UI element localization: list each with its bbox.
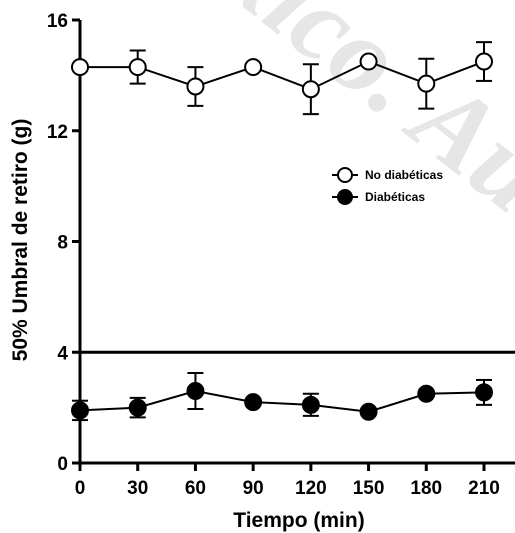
data-point [244,393,263,412]
y-tick-label: 0 [57,454,68,475]
x-axis-title: Tiempo (min) [233,509,364,532]
y-tick-label: 12 [47,122,68,143]
data-point [475,383,493,402]
data-point [417,384,436,403]
x-tick-label: 150 [353,478,385,499]
y-tick-label: 4 [57,343,68,364]
y-tick-label: 16 [47,11,68,32]
data-point [128,398,147,417]
data-point [244,58,263,77]
series-line [79,389,485,413]
x-tick-label: 60 [185,478,206,499]
data-point [301,395,320,414]
series-group [71,41,493,422]
y-tick-label: 8 [57,233,68,254]
data-point [71,401,89,420]
y-axis-title: 50% Umbral de retiro (g) [9,119,32,362]
data-point [128,58,147,77]
data-point [359,52,378,71]
axes: 0 4 8 12 16 0 30 60 90 120 150 180 210 [47,11,515,499]
x-tick-label: 30 [127,478,148,499]
watermark-text: exico. Autónoma [162,0,515,446]
x-tick-label: 210 [468,478,500,499]
data-point [301,80,320,99]
series-line [80,60,485,91]
x-tick-label: 120 [295,478,327,499]
series-diabeticas [71,372,493,422]
data-point [186,77,205,96]
x-tick-label: 0 [75,478,86,499]
data-point [359,402,378,421]
x-tick-label: 90 [243,478,264,499]
legend-label: Diabéticas [365,190,425,204]
data-point [186,382,205,401]
legend-marker [337,167,353,183]
legend-label: No diabéticas [365,168,443,182]
data-point [71,58,89,77]
legend: No diabéticas Diabéticas [332,167,443,205]
series-no-diabeticas [71,41,493,116]
data-point [417,74,436,93]
x-tick-label: 180 [410,478,442,499]
data-point [475,52,493,71]
watermark: exico. Autónoma [162,0,515,446]
legend-marker [337,189,353,205]
